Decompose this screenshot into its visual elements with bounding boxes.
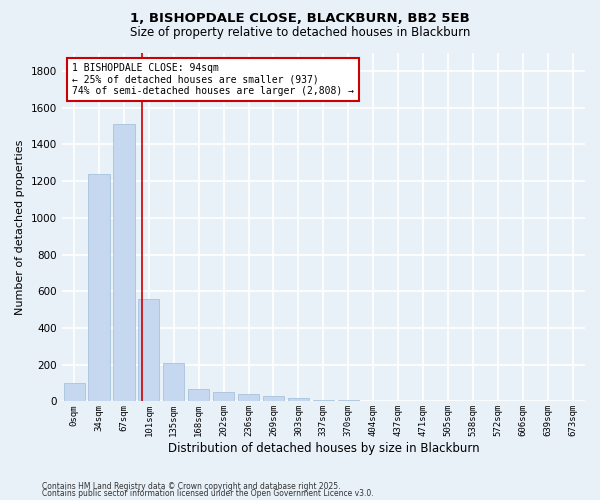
Bar <box>263 396 284 402</box>
Bar <box>138 298 160 402</box>
Bar <box>163 363 184 402</box>
Bar <box>288 398 309 402</box>
X-axis label: Distribution of detached houses by size in Blackburn: Distribution of detached houses by size … <box>167 442 479 455</box>
Bar <box>188 390 209 402</box>
Text: Size of property relative to detached houses in Blackburn: Size of property relative to detached ho… <box>130 26 470 39</box>
Y-axis label: Number of detached properties: Number of detached properties <box>15 140 25 314</box>
Text: 1, BISHOPDALE CLOSE, BLACKBURN, BB2 5EB: 1, BISHOPDALE CLOSE, BLACKBURN, BB2 5EB <box>130 12 470 26</box>
Bar <box>338 400 359 402</box>
Bar <box>313 400 334 402</box>
Bar <box>238 394 259 402</box>
Text: 1 BISHOPDALE CLOSE: 94sqm
← 25% of detached houses are smaller (937)
74% of semi: 1 BISHOPDALE CLOSE: 94sqm ← 25% of detac… <box>72 63 354 96</box>
Bar <box>113 124 134 402</box>
Bar <box>213 392 234 402</box>
Bar <box>88 174 110 402</box>
Bar <box>388 401 409 402</box>
Bar <box>64 383 85 402</box>
Text: Contains HM Land Registry data © Crown copyright and database right 2025.: Contains HM Land Registry data © Crown c… <box>42 482 341 491</box>
Text: Contains public sector information licensed under the Open Government Licence v3: Contains public sector information licen… <box>42 489 374 498</box>
Bar <box>362 400 384 402</box>
